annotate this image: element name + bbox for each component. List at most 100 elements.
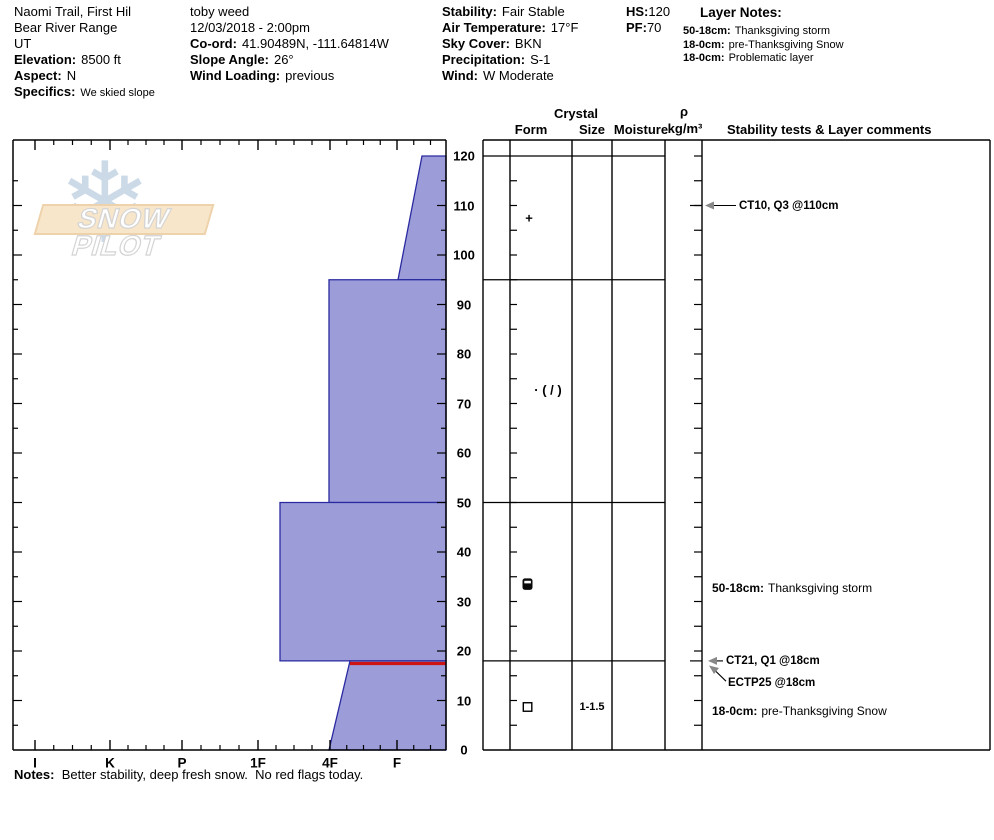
- layer-note: 18-0cm: Problematic layer: [683, 52, 844, 66]
- elevation-value: 8500 ft: [81, 52, 121, 67]
- hs-line: HS:120: [626, 4, 670, 20]
- aspect-label: Aspect:: [14, 68, 62, 83]
- state: UT: [14, 36, 32, 51]
- wind-value: W Moderate: [482, 68, 554, 83]
- wind-loading-value: previous: [285, 68, 335, 83]
- precipitation-value: S-1: [530, 52, 551, 67]
- column-header-size: Size: [578, 122, 605, 137]
- column-header-comments: Stability tests & Layer comments: [727, 122, 932, 137]
- stability-line: Stability: Fair Stable: [442, 4, 578, 20]
- air-temp-value: 17°F: [550, 20, 579, 35]
- comment-text: pre-Thanksgiving Snow: [761, 703, 887, 718]
- header-layer-notes-block: Layer Notes: 50-18cm: Thanksgiving storm …: [683, 4, 844, 66]
- precipitation-line: Precipitation: S-1: [442, 52, 578, 68]
- hs-label: HS:: [626, 4, 649, 19]
- header-observer-block: toby weed 12/03/2018 - 2:00pm Co-ord: 41.…: [190, 4, 389, 84]
- column-header-form: Form: [514, 122, 548, 137]
- wind-loading-label: Wind Loading:: [190, 68, 281, 83]
- layer-note-text: pre-Thanksgiving Snow: [728, 38, 844, 51]
- stability-test-annotation: ECTP25 @18cm: [728, 677, 816, 690]
- header-location-block: Naomi Trail, First Hil Bear River Range …: [14, 4, 155, 101]
- layer-notes-title: Layer Notes:: [700, 5, 782, 20]
- layer-note-range: 18-0cm:: [683, 38, 725, 51]
- snow-layer: [328, 279, 447, 504]
- column-header-moisture: Moisture: [613, 122, 669, 137]
- layer-note: 18-0cm: pre-Thanksgiving Snow: [683, 39, 844, 53]
- wind-loading-line: Wind Loading: previous: [190, 68, 389, 84]
- column-header-crystal: Crystal: [553, 106, 599, 121]
- depth-label: 100: [453, 247, 475, 263]
- logo-text: SNOW PILOT: [68, 202, 175, 261]
- layer-comment-annotation: 50-18cm: Thanksgiving storm: [712, 581, 872, 595]
- hs-value: 120: [648, 4, 671, 19]
- comment-text: Thanksgiving storm: [768, 581, 873, 596]
- layer-note-range: 50-18cm:: [683, 25, 731, 37]
- stability-test-annotation: CT10, Q3 @110cm: [739, 199, 839, 212]
- precipitation-label: Precipitation:: [442, 52, 526, 67]
- elevation-label: Elevation:: [14, 52, 77, 67]
- grain-symbol-rounded: [524, 580, 531, 584]
- grain-symbol: · ( / ): [534, 382, 562, 398]
- hardness-label: F: [392, 755, 402, 771]
- layer-note-range: 18-0cm:: [683, 52, 725, 64]
- specifics-value: We skied slope: [80, 87, 155, 99]
- sky-cover-value: BKN: [514, 36, 542, 51]
- coordinates-line: Co-ord: 41.90489N, -111.64814W: [190, 36, 389, 52]
- depth-label: 20: [456, 643, 472, 659]
- elevation-line: Elevation: 8500 ft: [14, 52, 155, 68]
- grain-symbol: +: [525, 210, 533, 226]
- sky-cover-label: Sky Cover:: [442, 36, 510, 51]
- depth-label: 80: [456, 346, 472, 362]
- depth-label: 70: [456, 396, 472, 411]
- header-totals-block: HS:120 PF:70: [626, 4, 670, 36]
- snowpilot-logo: ❄ SNOW PILOT: [33, 148, 215, 262]
- hardness-label: I: [33, 755, 37, 771]
- snow-layer: [328, 660, 447, 751]
- slope-angle-line: Slope Angle: 26°: [190, 52, 389, 68]
- pf-line: PF:70: [626, 20, 670, 36]
- depth-label: 0: [460, 742, 468, 758]
- column-header-density-symbol: ρ: [679, 104, 689, 119]
- column-header-density-unit: kg/m³: [667, 121, 703, 136]
- wind-label: Wind:: [442, 68, 478, 83]
- mountain-range: Bear River Range: [14, 20, 118, 35]
- site-name: Naomi Trail, First Hil: [14, 4, 132, 19]
- specifics-label: Specifics:: [14, 84, 76, 99]
- notes-line: Notes: Better stability, deep fresh snow…: [14, 767, 363, 782]
- specifics-line: Specifics: We skied slope: [14, 84, 155, 101]
- hardness-label: 4F: [322, 755, 338, 771]
- grain-symbol-rounded: [522, 578, 533, 590]
- layer-comment-annotation: 18-0cm: pre-Thanksgiving Snow: [712, 704, 887, 718]
- logo-banner: SNOW PILOT: [33, 202, 215, 262]
- coord-label: Co-ord:: [190, 36, 237, 51]
- depth-label: 120: [453, 148, 475, 164]
- layer-note-text: Problematic layer: [728, 52, 814, 64]
- air-temp-line: Air Temperature: 17°F: [442, 20, 578, 36]
- hardness-label: 1F: [250, 755, 266, 771]
- pf-value: 70: [646, 20, 662, 35]
- coord-value: 41.90489N, -111.64814W: [241, 36, 389, 51]
- wind-line: Wind: W Moderate: [442, 68, 578, 84]
- air-temp-label: Air Temperature:: [442, 20, 546, 35]
- grain-symbol-facet: [522, 702, 533, 712]
- depth-label: 40: [456, 544, 472, 560]
- depth-label: 10: [456, 693, 472, 708]
- snow-layer: [397, 155, 447, 281]
- header-conditions-block: Stability: Fair Stable Air Temperature: 17…: [442, 4, 578, 84]
- depth-label: 110: [453, 198, 475, 213]
- annotation-arrowhead: [708, 656, 717, 665]
- depth-label: 30: [456, 594, 472, 609]
- grain-size-value: 1-1.5: [579, 700, 605, 713]
- pf-label: PF:: [626, 20, 647, 35]
- depth-label: 60: [456, 445, 472, 461]
- aspect-value: N: [66, 68, 77, 83]
- slope-angle-label: Slope Angle:: [190, 52, 269, 67]
- notes-text: Better stability, deep fresh snow. No re…: [61, 767, 364, 782]
- stability-value: Fair Stable: [501, 4, 565, 19]
- depth-label: 90: [456, 297, 472, 312]
- stability-label: Stability:: [442, 4, 497, 19]
- annotation-arrowhead: [709, 665, 719, 674]
